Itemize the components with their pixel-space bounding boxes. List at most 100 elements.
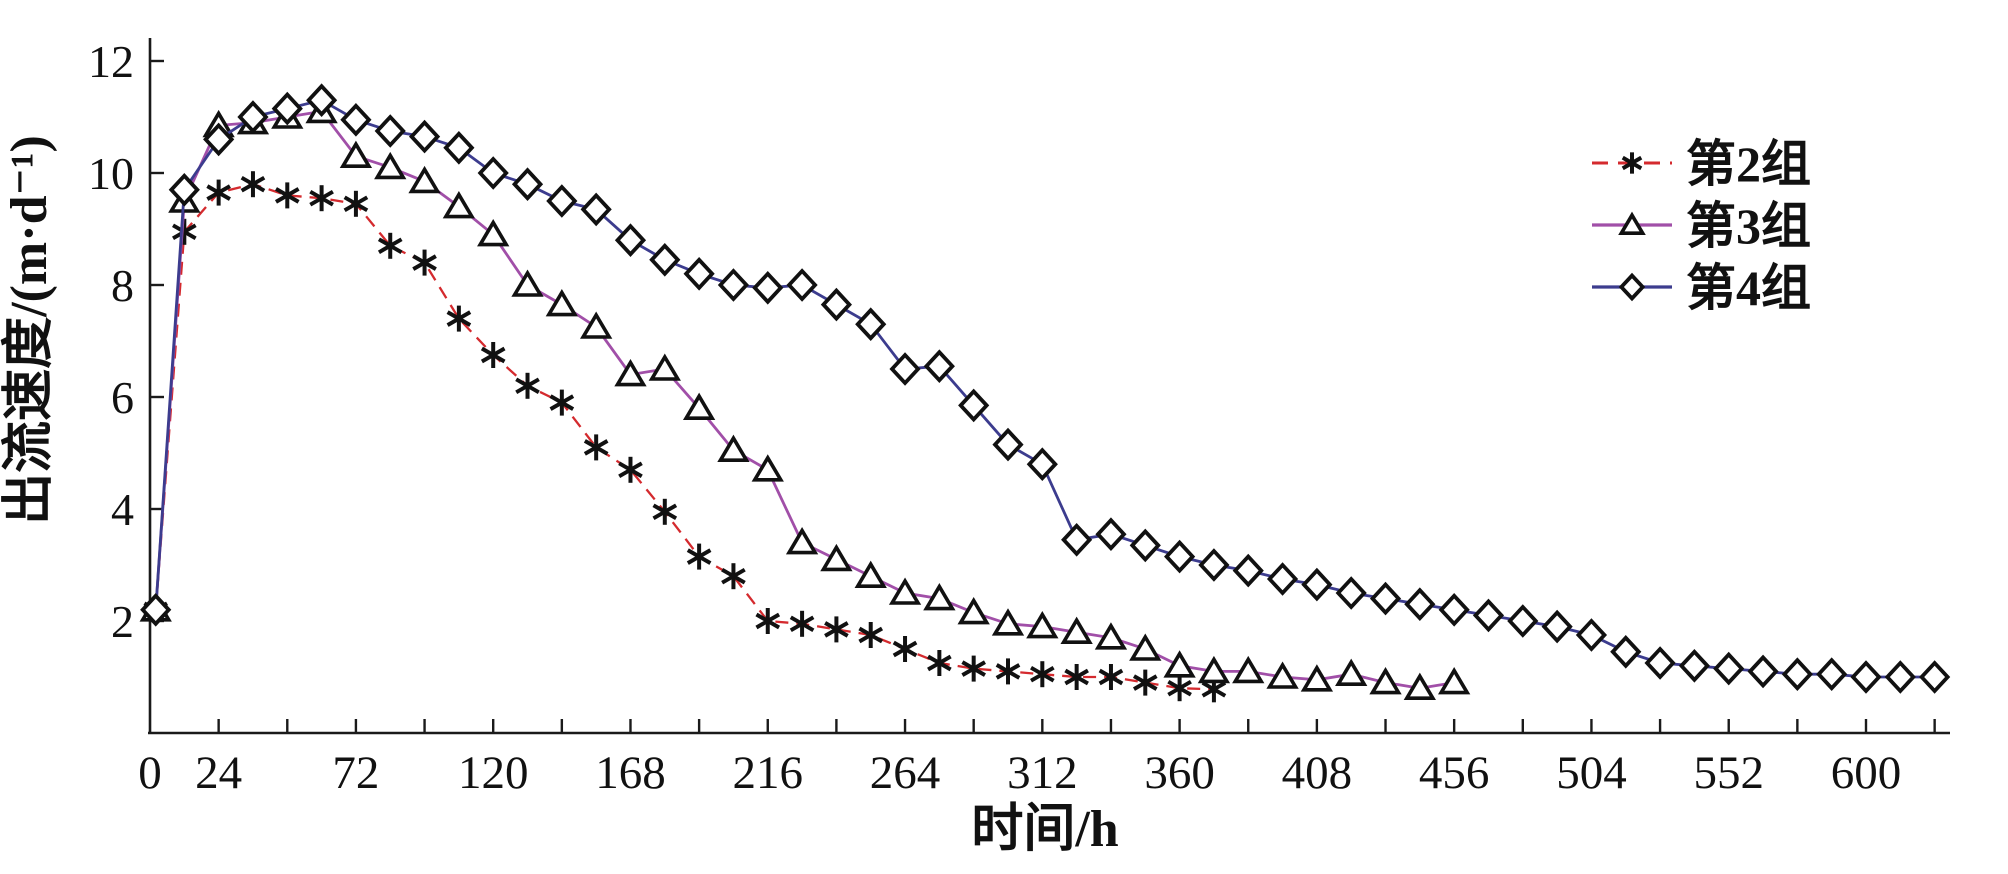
triangle-marker-icon bbox=[1618, 211, 1646, 235]
series-第3组 bbox=[139, 95, 1471, 700]
star-marker-icon bbox=[1621, 152, 1643, 174]
legend-label-group3: 第3组 bbox=[1686, 198, 1811, 254]
star-marker-icon bbox=[274, 182, 300, 209]
triangle-marker-icon bbox=[923, 583, 956, 611]
diamond-marker-icon bbox=[1438, 593, 1470, 627]
legend-item-group4: 第4组 bbox=[1592, 260, 1811, 316]
x-tick-label: 312 bbox=[1007, 747, 1078, 799]
legend-item-group3: 第3组 bbox=[1592, 198, 1811, 254]
series-第4组 bbox=[140, 83, 1951, 694]
x-tick-label: 456 bbox=[1419, 747, 1490, 799]
diamond-marker-icon bbox=[786, 268, 818, 302]
legend-label-group4: 第4组 bbox=[1686, 260, 1811, 316]
diamond-marker-icon bbox=[1507, 604, 1539, 638]
diamond-marker-icon bbox=[1713, 651, 1745, 686]
y-tick-label: 8 bbox=[111, 260, 134, 311]
triangle-marker-icon bbox=[1369, 667, 1402, 695]
x-tick-label: 216 bbox=[733, 747, 804, 799]
y-tick-label: 6 bbox=[111, 372, 134, 423]
diamond-marker-icon bbox=[683, 257, 715, 291]
triangle-marker-icon bbox=[545, 289, 578, 317]
triangle-marker-icon bbox=[717, 434, 750, 462]
star-marker-icon bbox=[789, 610, 815, 637]
diamond-marker-icon bbox=[340, 103, 372, 137]
x-tick-label: 264 bbox=[870, 747, 941, 799]
star-marker-icon bbox=[549, 389, 575, 416]
diamond-marker-icon bbox=[1369, 581, 1402, 616]
star-marker-icon bbox=[618, 456, 643, 483]
x-tick-label: 600 bbox=[1831, 747, 1902, 799]
triangle-marker-icon bbox=[408, 165, 441, 194]
diamond-marker-icon bbox=[1129, 528, 1161, 563]
star-marker-icon bbox=[927, 650, 952, 676]
star-marker-icon bbox=[343, 190, 369, 217]
diamond-marker-icon bbox=[203, 122, 235, 157]
triangle-marker-icon bbox=[648, 353, 681, 381]
diamond-marker-icon bbox=[889, 352, 921, 386]
diamond-marker-icon bbox=[1541, 609, 1573, 644]
star-marker-icon bbox=[824, 616, 849, 643]
legend: 第2组 第3组 第4组 bbox=[1592, 136, 1811, 316]
diamond-marker-icon bbox=[820, 287, 852, 322]
diamond-marker-icon bbox=[1164, 539, 1196, 574]
diamond-marker-icon bbox=[649, 243, 681, 277]
series-line bbox=[154, 109, 1455, 690]
y-tick-label: 2 bbox=[111, 596, 134, 647]
x-tick-label: 120 bbox=[458, 747, 529, 799]
star-marker-icon bbox=[583, 434, 609, 461]
diamond-marker-icon bbox=[1747, 654, 1779, 689]
diamond-marker-icon bbox=[580, 192, 612, 227]
diamond-marker-icon bbox=[1061, 523, 1093, 557]
triangle-marker-icon bbox=[1438, 667, 1471, 695]
diamond-marker-icon bbox=[1781, 657, 1813, 691]
star-marker-icon bbox=[858, 622, 884, 648]
x-tick-label: 552 bbox=[1693, 747, 1764, 799]
diamond-marker-icon bbox=[1618, 272, 1646, 302]
diamond-marker-icon bbox=[271, 91, 303, 126]
star-marker-icon bbox=[1030, 661, 1055, 688]
triangle-marker-icon bbox=[1266, 661, 1299, 689]
triangle-marker-icon bbox=[1300, 664, 1334, 692]
star-marker-icon bbox=[446, 305, 472, 332]
triangle-marker-icon bbox=[1026, 611, 1059, 639]
diamond-marker-icon bbox=[923, 349, 955, 383]
triangle-marker-icon bbox=[1232, 655, 1265, 684]
legend-item-group2: 第2组 bbox=[1592, 136, 1811, 192]
triangle-marker-icon bbox=[1197, 655, 1231, 684]
star-marker-icon bbox=[1167, 675, 1192, 702]
star-marker-icon bbox=[206, 179, 231, 206]
diamond-marker-icon bbox=[511, 167, 544, 201]
star-marker-icon bbox=[652, 498, 678, 525]
series-line bbox=[154, 183, 1214, 691]
legend-swatch-group4-diamond-icon bbox=[1592, 272, 1672, 302]
triangle-marker-icon bbox=[682, 392, 716, 420]
star-marker-icon bbox=[515, 372, 540, 399]
diamond-marker-icon bbox=[992, 427, 1024, 462]
diamond-marker-icon bbox=[237, 100, 269, 134]
star-marker-icon bbox=[755, 608, 781, 634]
diamond-marker-icon bbox=[1266, 562, 1299, 596]
star-marker-icon bbox=[412, 249, 437, 276]
diamond-marker-icon bbox=[1816, 657, 1848, 691]
diamond-marker-icon bbox=[855, 307, 887, 341]
x-tick-label: 360 bbox=[1144, 747, 1215, 799]
series-第2组 bbox=[143, 171, 1227, 703]
triangle-marker-icon bbox=[991, 608, 1025, 636]
diamond-marker-icon bbox=[1026, 447, 1058, 481]
diamond-marker-icon bbox=[1472, 598, 1505, 633]
x-tick-label: 504 bbox=[1556, 747, 1627, 799]
triangle-marker-icon bbox=[1335, 658, 1368, 686]
star-marker-icon bbox=[686, 543, 712, 570]
x-tick-label: 408 bbox=[1282, 747, 1353, 799]
legend-label-group2: 第2组 bbox=[1686, 136, 1811, 192]
diamond-marker-icon bbox=[1919, 660, 1951, 694]
diamond-marker-icon bbox=[1678, 649, 1710, 683]
diamond-marker-icon bbox=[408, 119, 441, 154]
diamond-marker-icon bbox=[1404, 587, 1436, 621]
diamond-marker-icon bbox=[1575, 618, 1608, 652]
x-tick-label: 72 bbox=[332, 747, 379, 799]
triangle-marker-icon bbox=[374, 151, 407, 180]
diamond-marker-icon bbox=[752, 271, 784, 305]
triangle-marker-icon bbox=[854, 560, 887, 588]
